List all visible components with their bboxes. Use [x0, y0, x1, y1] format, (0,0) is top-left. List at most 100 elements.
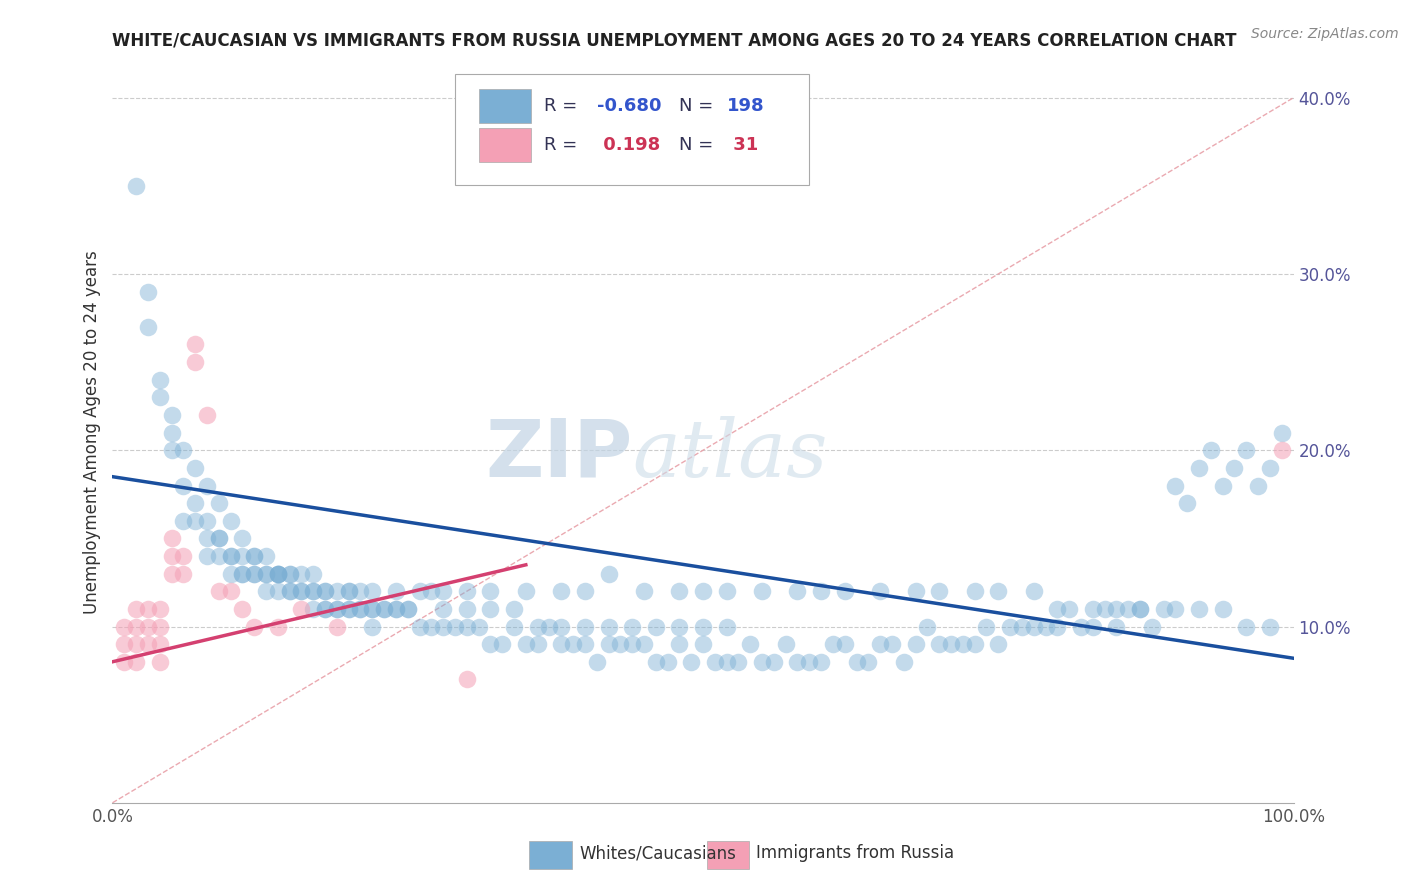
Point [149, 637, 172, 651]
Point [136, 619, 159, 633]
Point [337, 602, 360, 616]
Point [681, 655, 703, 669]
Text: R =: R = [544, 136, 582, 154]
Text: R =: R = [544, 97, 582, 115]
Point [703, 655, 725, 669]
FancyBboxPatch shape [456, 73, 810, 185]
Point [254, 566, 277, 581]
Point [880, 637, 903, 651]
Point [467, 619, 489, 633]
Point [598, 566, 620, 581]
Text: 198: 198 [727, 97, 765, 115]
Point [904, 584, 927, 599]
Point [644, 619, 666, 633]
Point [267, 619, 290, 633]
Point [290, 584, 312, 599]
Point [858, 655, 880, 669]
Point [314, 584, 336, 599]
Point [326, 602, 349, 616]
Point [503, 619, 526, 633]
FancyBboxPatch shape [530, 841, 572, 870]
Point [278, 566, 301, 581]
Point [385, 584, 408, 599]
Point [231, 566, 253, 581]
Point [254, 584, 277, 599]
Point [456, 673, 478, 687]
Point [1188, 461, 1211, 475]
Point [172, 478, 194, 492]
Point [361, 602, 384, 616]
Point [314, 602, 336, 616]
Text: Whites/Caucasians: Whites/Caucasians [579, 844, 735, 863]
Point [740, 637, 762, 651]
Point [125, 178, 148, 193]
Point [1070, 619, 1092, 633]
Point [125, 655, 148, 669]
Point [160, 532, 183, 546]
Point [420, 584, 443, 599]
Point [172, 566, 194, 581]
Point [1057, 602, 1080, 616]
Point [668, 619, 690, 633]
Point [550, 584, 572, 599]
Point [160, 549, 183, 563]
Point [149, 655, 172, 669]
Point [172, 443, 194, 458]
Point [349, 602, 371, 616]
Point [195, 549, 218, 563]
Point [550, 619, 572, 633]
Point [633, 584, 655, 599]
Point [278, 584, 301, 599]
Point [917, 619, 939, 633]
FancyBboxPatch shape [478, 128, 530, 162]
Point [692, 619, 714, 633]
Point [219, 549, 242, 563]
Point [385, 602, 408, 616]
Point [1258, 619, 1281, 633]
Text: N =: N = [679, 136, 720, 154]
Point [657, 655, 679, 669]
Point [786, 584, 808, 599]
Point [1175, 496, 1198, 510]
Point [456, 619, 478, 633]
Point [243, 566, 266, 581]
Point [526, 619, 548, 633]
Point [326, 584, 349, 599]
Point [1140, 619, 1163, 633]
Point [385, 602, 408, 616]
Point [361, 619, 384, 633]
Point [810, 655, 832, 669]
Point [479, 637, 502, 651]
Point [963, 637, 986, 651]
Point [208, 584, 231, 599]
Point [821, 637, 844, 651]
Point [1164, 478, 1187, 492]
Point [184, 355, 207, 369]
Point [609, 637, 631, 651]
Point [550, 637, 572, 651]
Point [184, 461, 207, 475]
Text: N =: N = [679, 97, 720, 115]
Point [195, 532, 218, 546]
Point [160, 408, 183, 422]
Point [939, 637, 962, 651]
Point [219, 549, 242, 563]
Point [644, 655, 666, 669]
Point [456, 602, 478, 616]
Point [219, 514, 242, 528]
Point [775, 637, 797, 651]
Point [1258, 461, 1281, 475]
Point [254, 566, 277, 581]
Point [337, 584, 360, 599]
Point [278, 584, 301, 599]
Point [538, 619, 561, 633]
Point [408, 584, 430, 599]
Point [515, 584, 537, 599]
Point [396, 602, 419, 616]
Point [1022, 619, 1045, 633]
Point [751, 655, 773, 669]
Point [208, 496, 231, 510]
Point [208, 549, 231, 563]
Point [444, 619, 467, 633]
Point [1022, 584, 1045, 599]
